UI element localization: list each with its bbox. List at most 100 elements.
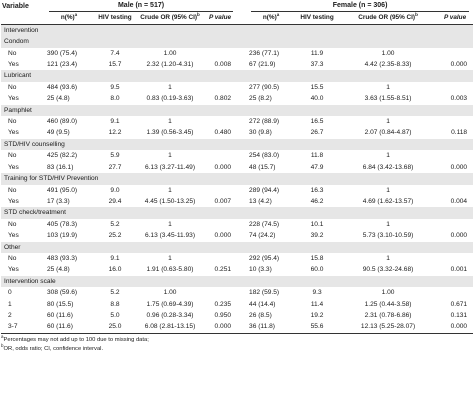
male-p-cell: 0.950 — [214, 311, 232, 319]
female-hiv-cell: 10.1 — [310, 220, 324, 228]
female-or-cell: 6.84 (3.42-13.68) — [362, 163, 414, 171]
male-or-header: Crude OR (95% CI)b — [137, 12, 203, 25]
section-label: Condom — [1, 36, 474, 48]
female-or-cell: 1.00 — [381, 289, 395, 297]
spacer-cell — [237, 219, 247, 230]
male-hiv-cell: 16.0 — [108, 266, 122, 274]
female-hiv-cell: 15.8 — [310, 254, 324, 262]
section-label: STD check/treatment — [1, 207, 474, 219]
male-or-cell: 2.32 (1.20-4.31) — [146, 61, 194, 69]
female-n-cell: 289 (94.4) — [249, 186, 280, 194]
table-row: Yes 83 (16.1) 27.7 6.13 (3.27-11.49) 0.000 48… — [1, 162, 473, 173]
male-n-cell: 80 (15.5) — [47, 300, 74, 308]
spacer-cell — [237, 321, 248, 334]
male-n-cell: 390 (75.4) — [47, 49, 78, 57]
spacer-cell — [237, 48, 247, 59]
category-cell: No — [8, 118, 17, 126]
section-label: Pamphlet — [1, 104, 474, 117]
spacer-cell — [237, 264, 247, 275]
spacer-cell — [237, 59, 247, 70]
section-row: STD check/treatment — [1, 207, 474, 219]
female-hiv-cell: 39.2 — [310, 232, 324, 240]
section-row: Intervention — [1, 24, 474, 37]
female-or-cell: 2.07 (0.84-4.87) — [364, 129, 412, 137]
female-p-cell — [437, 219, 473, 230]
category-cell: Yes — [8, 95, 19, 103]
male-n-header: n(%)a — [45, 12, 93, 25]
category-cell: No — [8, 49, 17, 57]
male-n-cell: 308 (59.6) — [47, 289, 78, 297]
female-p-cell — [437, 185, 473, 196]
section-label: Intervention — [1, 24, 474, 37]
male-n-cell: 25 (4.8) — [47, 95, 70, 103]
male-n-cell: 60 (11.6) — [47, 311, 73, 319]
female-hiv-cell: 46.2 — [310, 197, 324, 205]
male-p-cell — [203, 48, 237, 59]
male-hiv-header: HIV testing — [93, 12, 137, 25]
female-n-cell: 13 (4.2) — [249, 197, 272, 205]
female-hiv-cell: 9.3 — [312, 289, 322, 297]
section-row: Other — [1, 241, 474, 253]
female-p-header: P value — [437, 12, 474, 25]
section-row: Intervention scale — [1, 275, 474, 288]
female-group-header: Female (n = 306) — [247, 0, 473, 13]
male-hiv-cell: 9.1 — [110, 118, 120, 126]
table-row: No 460 (89.0) 9.1 1 272 (88.9) 16.5 1 — [1, 116, 473, 127]
female-or-cell: 1 — [386, 118, 390, 126]
female-n-cell: 25 (8.2) — [249, 95, 272, 103]
category-cell: Yes — [8, 61, 19, 69]
male-n-cell: 491 (95.0) — [47, 186, 78, 194]
female-or-cell: 3.63 (1.55-8.51) — [364, 95, 412, 103]
female-or-cell: 1 — [386, 83, 390, 91]
category-cell: No — [8, 186, 17, 194]
male-or-cell: 1.00 — [163, 289, 177, 297]
male-or-cell: 1 — [168, 254, 172, 262]
female-hiv-cell: 55.6 — [295, 321, 340, 334]
male-hiv-cell: 15.7 — [108, 61, 122, 69]
spacer-cell — [237, 310, 247, 321]
table-row: 1 80 (15.5) 8.8 1.75 (0.69-4.39) 0.235 44 (14… — [1, 299, 473, 310]
male-p-cell: 0.008 — [214, 61, 232, 69]
male-n-cell: 83 (16.1) — [47, 163, 74, 171]
female-or-header: Crude OR (95% CI)b — [339, 12, 438, 25]
male-n-cell: 121 (23.4) — [47, 61, 78, 69]
female-n-cell: 272 (88.9) — [249, 118, 280, 126]
male-p-cell: 0.000 — [214, 163, 232, 171]
section-label: STD/HIV counselling — [1, 138, 474, 151]
female-p-cell — [437, 287, 473, 298]
female-n-cell: 182 (59.5) — [249, 289, 280, 297]
spacer-cell — [237, 185, 247, 196]
section-label: Lubricant — [1, 70, 474, 82]
male-p-cell: 0.000 — [203, 321, 238, 334]
footnote-a: aPercentages may not add up to 100 due t… — [1, 334, 149, 343]
female-p-cell: 0.118 — [451, 129, 468, 137]
male-or-cell: 1 — [168, 186, 172, 194]
category-cell: No — [8, 220, 17, 228]
male-p-cell: 0.000 — [214, 232, 232, 240]
category-cell: 3-7 — [1, 321, 45, 334]
male-p-cell: 0.235 — [214, 300, 232, 308]
female-hiv-cell: 16.5 — [310, 118, 324, 126]
male-or-cell: 1 — [168, 83, 172, 91]
male-hiv-cell: 8.8 — [110, 300, 120, 308]
male-or-cell: 1.75 (0.69-4.39) — [146, 300, 194, 308]
female-hiv-cell: 11.4 — [310, 300, 324, 308]
male-n-cell: 460 (89.0) — [47, 118, 78, 126]
male-n-cell: 17 (3.3) — [47, 197, 70, 205]
table-row: 3-7 60 (11.6) 25.0 6.08 (2.81-13.15) 0.000 36… — [1, 321, 474, 334]
female-or-cell: 4.42 (2.35-8.33) — [364, 61, 412, 69]
section-label: Other — [1, 241, 474, 253]
female-hiv-cell: 37.3 — [310, 61, 324, 69]
female-or-cell: 2.31 (0.78-6.86) — [364, 311, 412, 319]
male-p-cell — [203, 150, 237, 161]
female-n-cell: 74 (24.2) — [249, 232, 276, 240]
female-p-cell: 0.000 — [450, 61, 468, 69]
female-p-cell: 0.001 — [450, 266, 468, 274]
category-cell: Yes — [8, 232, 19, 240]
section-label: Intervention scale — [1, 275, 474, 288]
female-p-cell — [437, 150, 473, 161]
spacer-cell — [237, 127, 247, 138]
female-n-cell: 67 (21.9) — [249, 61, 276, 69]
female-hiv-cell: 11.8 — [310, 152, 324, 160]
